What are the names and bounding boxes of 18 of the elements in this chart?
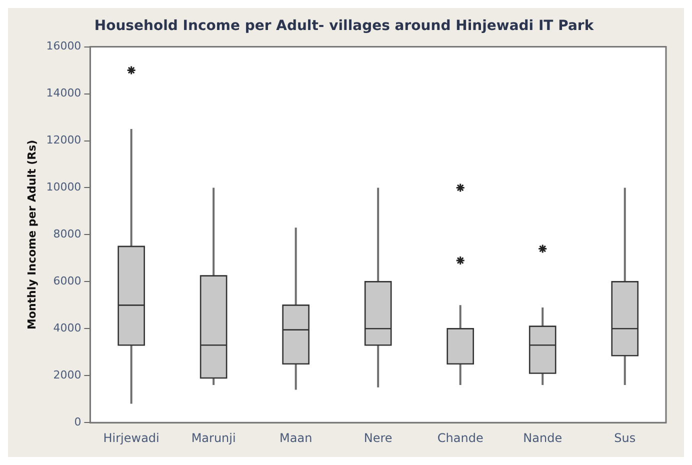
- x-tick-label: Nere: [364, 430, 392, 445]
- y-tick-label: 14000: [46, 86, 82, 100]
- x-tick-label: Chande: [437, 430, 484, 445]
- x-tick-label: Marunji: [191, 430, 236, 445]
- y-tick-label: 4000: [53, 322, 82, 335]
- y-tick-label: 16000: [46, 40, 82, 53]
- y-tick-label: 12000: [46, 134, 82, 147]
- x-tick-label: Hirjewadi: [103, 430, 160, 445]
- y-axis-title: Monthly Income per Adult (Rs): [25, 140, 38, 330]
- x-tick-label: Sus: [614, 430, 636, 445]
- y-tick-label: 6000: [53, 274, 82, 288]
- y-tick-label: 8000: [53, 228, 82, 241]
- x-tick-label: Maan: [280, 430, 312, 445]
- y-tick-label: 2000: [53, 368, 82, 382]
- x-tick-label: Nande: [523, 430, 562, 445]
- chart-title: Household Income per Adult- villages around Hinjewadi IT Park: [94, 18, 594, 34]
- y-tick-label: 0: [74, 415, 82, 428]
- y-tick-label: 10000: [46, 180, 82, 194]
